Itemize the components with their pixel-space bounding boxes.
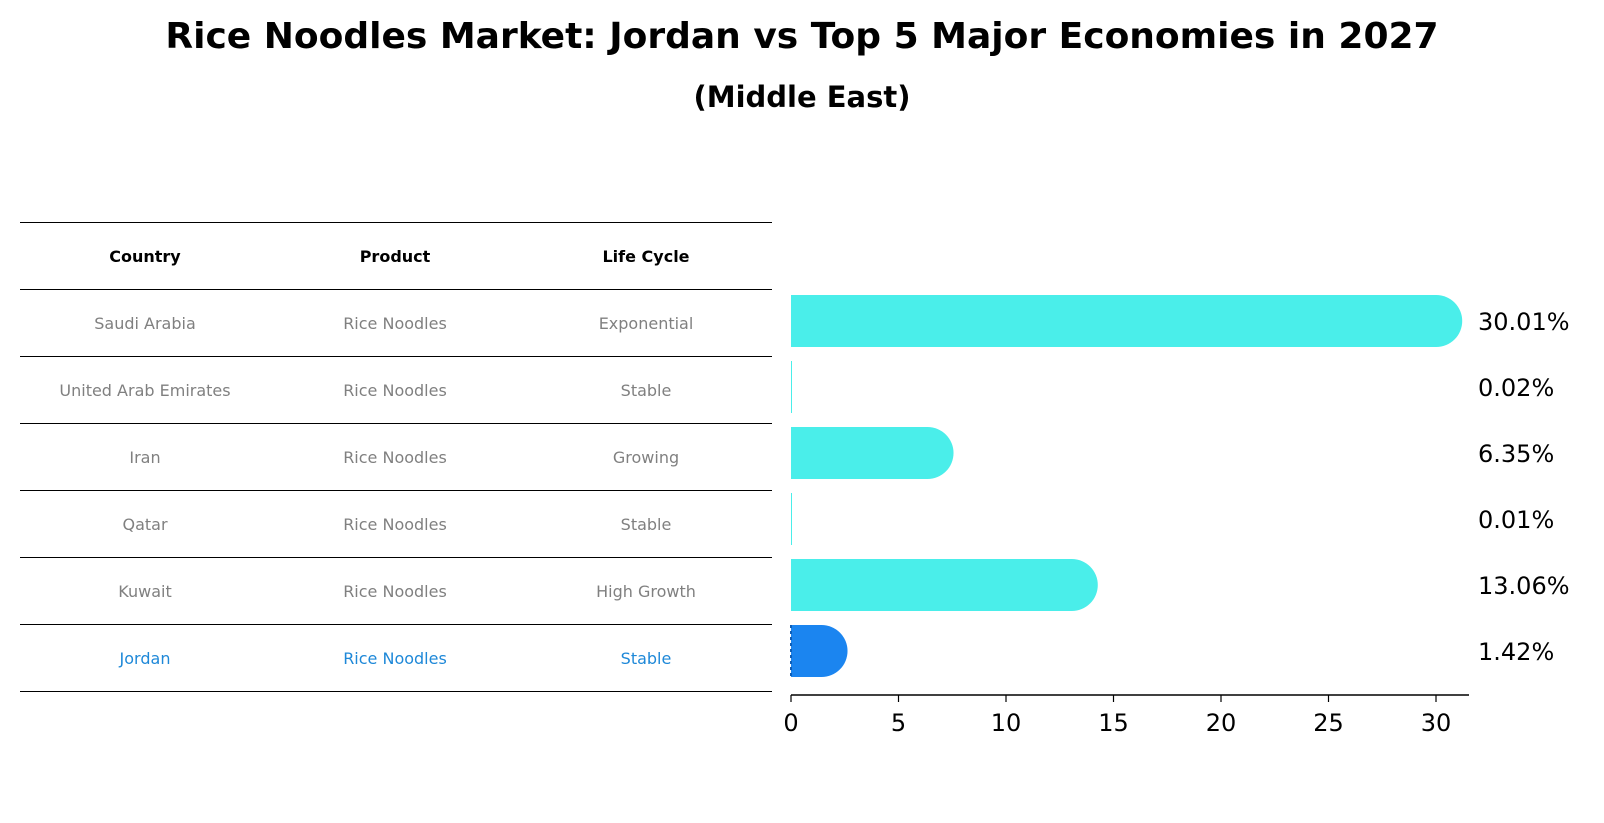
chart-subtitle: (Middle East) <box>693 80 911 114</box>
table-row: Saudi Arabia Rice Noodles Exponential <box>20 289 772 356</box>
bar-cap <box>795 625 848 677</box>
table-row: Iran Rice Noodles Growing <box>20 423 772 490</box>
country-cell: Qatar <box>122 514 168 534</box>
header-country: Country <box>109 246 181 266</box>
table-row: Qatar Rice Noodles Stable <box>20 490 772 557</box>
life-cycle-cell: Stable <box>620 514 672 534</box>
table-row-highlighted: Jordan Rice Noodles Stable <box>20 624 772 692</box>
value-label: 6.35% <box>1478 440 1554 468</box>
life-cycle-cell: High Growth <box>596 581 696 601</box>
value-label: 30.01% <box>1478 308 1570 336</box>
bar-cap <box>1045 559 1098 611</box>
product-cell: Rice Noodles <box>343 380 447 400</box>
country-cell: Iran <box>129 447 161 467</box>
bar <box>791 493 792 545</box>
x-tick-label: 5 <box>891 709 906 737</box>
life-cycle-cell: Growing <box>612 447 680 467</box>
value-label: 13.06% <box>1478 572 1570 600</box>
country-cell: Kuwait <box>118 581 172 601</box>
table-row: United Arab Emirates Rice Noodles Stable <box>20 356 772 423</box>
life-cycle-cell: Stable <box>620 648 672 668</box>
product-cell: Rice Noodles <box>343 648 447 668</box>
table-row: Kuwait Rice Noodles High Growth <box>20 557 772 624</box>
chart-title: Rice Noodles Market: Jordan vs Top 5 Maj… <box>165 16 1439 57</box>
x-tick-label: 20 <box>1206 709 1237 737</box>
table-header-row: Country Product Life Cycle <box>20 222 772 289</box>
country-cell: Jordan <box>119 648 171 668</box>
product-cell: Rice Noodles <box>343 447 447 467</box>
product-cell: Rice Noodles <box>343 581 447 601</box>
product-cell: Rice Noodles <box>343 313 447 333</box>
value-label: 1.42% <box>1478 638 1554 666</box>
life-cycle-cell: Exponential <box>598 313 694 333</box>
x-tick-label: 0 <box>783 709 798 737</box>
life-cycle-cell: Stable <box>620 380 672 400</box>
header-product: Product <box>359 246 431 266</box>
bar-cap <box>1410 295 1463 347</box>
data-table: Country Product Life Cycle Saudi Arabia … <box>20 222 772 692</box>
product-cell: Rice Noodles <box>343 514 447 534</box>
value-label: 0.02% <box>1478 374 1554 402</box>
bar <box>791 361 792 413</box>
value-label: 0.01% <box>1478 506 1554 534</box>
x-tick-label: 30 <box>1421 709 1452 737</box>
header-life-cycle: Life Cycle <box>602 246 690 266</box>
bar-cap <box>901 427 954 479</box>
country-cell: Saudi Arabia <box>94 313 196 333</box>
bar <box>791 295 1437 347</box>
x-tick-label: 10 <box>991 709 1022 737</box>
x-tick-label: 25 <box>1313 709 1344 737</box>
country-cell: United Arab Emirates <box>59 380 231 400</box>
bar <box>791 559 1072 611</box>
x-tick-label: 15 <box>1098 709 1129 737</box>
